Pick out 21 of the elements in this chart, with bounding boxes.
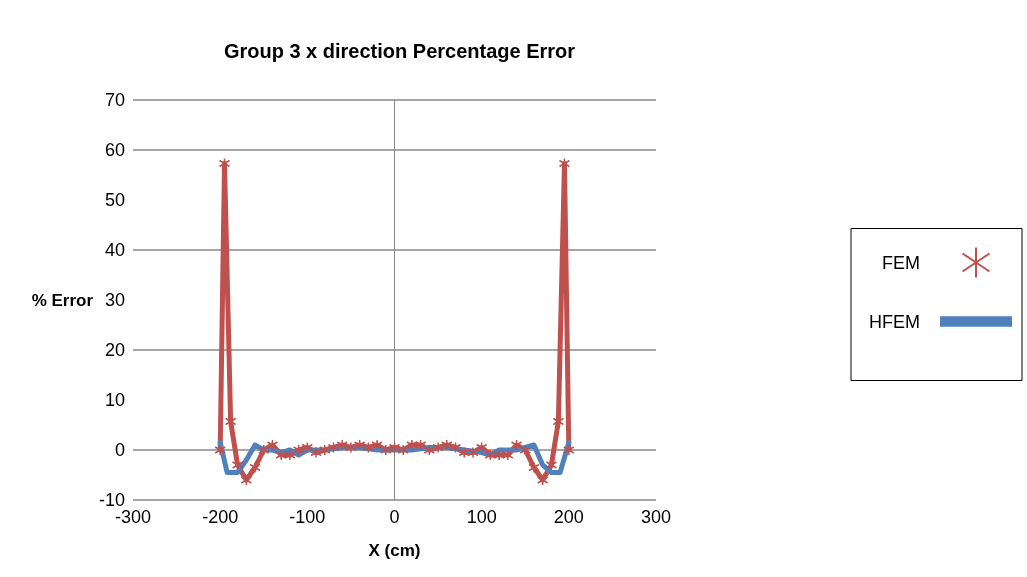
x-tick-label: 300 xyxy=(640,507,672,527)
y-tick-label: 60 xyxy=(104,140,125,160)
y-tick-label: 10 xyxy=(104,390,125,410)
y-tick-label: 20 xyxy=(104,340,125,360)
x-tick-label: 100 xyxy=(466,507,497,527)
x-tick-label: 200 xyxy=(553,507,584,527)
x-tick-label: 0 xyxy=(389,507,400,527)
y-tick-label: 0 xyxy=(114,440,125,460)
legend-label: HFEM xyxy=(869,311,920,332)
x-tick-label: -100 xyxy=(289,507,326,527)
y-tick-label: 40 xyxy=(104,240,125,260)
y-tick-label: -10 xyxy=(98,490,125,510)
y-tick-label: 70 xyxy=(104,90,125,110)
x-tick-label: -300 xyxy=(114,507,152,527)
y-axis-title: % Error xyxy=(31,290,94,310)
y-tick-label: 30 xyxy=(104,290,125,310)
y-tick-label: 50 xyxy=(104,190,125,210)
chart-title: Group 3 x direction Percentage Error xyxy=(223,40,576,62)
x-axis-title: X (cm) xyxy=(368,541,421,560)
legend-label: FEM xyxy=(882,252,920,273)
x-tick-label: -200 xyxy=(202,507,239,527)
